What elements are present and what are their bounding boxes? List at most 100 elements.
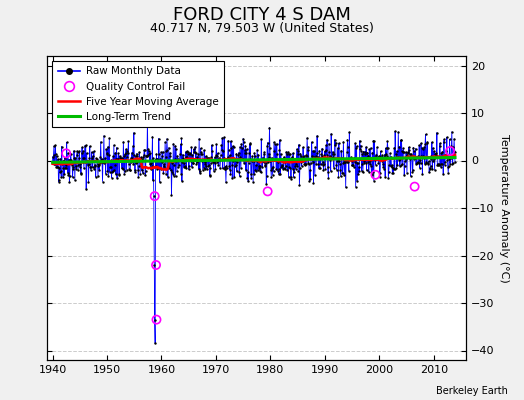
Point xyxy=(179,154,188,161)
Point xyxy=(323,164,332,171)
Point xyxy=(180,164,188,170)
Point xyxy=(386,150,395,156)
Point xyxy=(278,166,287,172)
Point xyxy=(345,129,354,136)
Point xyxy=(343,137,352,143)
Point xyxy=(427,156,435,162)
Point xyxy=(224,147,233,154)
Point xyxy=(238,156,247,163)
Point xyxy=(288,154,297,160)
Point xyxy=(50,143,58,149)
Point xyxy=(422,159,430,165)
Point xyxy=(381,145,390,151)
Point xyxy=(363,150,372,156)
Point xyxy=(306,176,314,182)
Point xyxy=(89,157,97,164)
Point xyxy=(389,166,398,172)
Point xyxy=(424,160,432,166)
Point xyxy=(108,169,117,176)
Point xyxy=(321,166,330,172)
Point xyxy=(140,147,149,153)
Point xyxy=(74,167,82,174)
Point xyxy=(207,154,215,160)
Point xyxy=(109,168,117,174)
Point xyxy=(116,155,124,161)
Point xyxy=(320,152,329,159)
Point xyxy=(381,173,389,180)
Point xyxy=(149,155,158,161)
Point xyxy=(219,148,227,154)
Point xyxy=(215,156,224,162)
Point xyxy=(373,156,381,162)
Point xyxy=(78,144,86,151)
Point xyxy=(370,154,379,160)
Point xyxy=(120,170,128,177)
Point xyxy=(447,142,455,149)
Point xyxy=(422,160,431,166)
Point xyxy=(374,160,383,166)
Point xyxy=(367,170,376,177)
Point xyxy=(181,164,189,170)
Point xyxy=(229,158,237,165)
Point xyxy=(170,156,179,163)
Point xyxy=(311,144,320,151)
Point xyxy=(366,158,374,164)
Point xyxy=(342,156,351,163)
Point xyxy=(62,165,70,171)
Point xyxy=(352,144,361,151)
Point xyxy=(179,151,187,158)
Point xyxy=(138,156,146,163)
Point xyxy=(112,144,121,151)
Point xyxy=(398,148,406,154)
Point xyxy=(118,155,127,162)
Point xyxy=(333,156,342,162)
Point xyxy=(366,145,375,151)
Point xyxy=(325,157,334,163)
Point xyxy=(231,163,239,170)
Point xyxy=(394,129,402,135)
Point xyxy=(54,179,63,185)
Point xyxy=(423,161,432,167)
Point xyxy=(126,166,134,173)
Point xyxy=(96,138,105,145)
Point xyxy=(420,144,428,150)
Point xyxy=(168,160,177,167)
Point xyxy=(76,160,84,167)
Point xyxy=(425,169,433,176)
Point xyxy=(408,169,417,175)
Point xyxy=(237,156,246,162)
Point xyxy=(363,149,371,156)
Point xyxy=(192,161,201,167)
Point xyxy=(276,137,284,143)
Point xyxy=(117,154,125,161)
Point xyxy=(386,163,395,170)
Point xyxy=(186,151,194,158)
Point xyxy=(304,144,313,150)
Point xyxy=(137,154,145,160)
Point xyxy=(423,139,432,145)
Point xyxy=(184,166,193,172)
Point xyxy=(97,156,105,163)
Point xyxy=(232,150,241,157)
Point xyxy=(292,160,300,167)
Point xyxy=(154,164,162,171)
Point xyxy=(413,160,421,166)
Point xyxy=(248,157,257,164)
Point xyxy=(122,146,130,152)
Point xyxy=(336,173,345,180)
Point xyxy=(418,144,426,151)
Point xyxy=(237,141,246,147)
Point xyxy=(159,149,167,155)
Point xyxy=(371,157,379,163)
Point xyxy=(295,141,303,148)
Point xyxy=(424,158,433,164)
Point xyxy=(433,162,442,168)
Point xyxy=(395,156,403,163)
Point xyxy=(425,165,434,171)
Point xyxy=(205,172,214,179)
Point xyxy=(291,163,299,170)
Point xyxy=(236,154,245,160)
Point xyxy=(250,150,259,156)
Point xyxy=(361,151,369,158)
Point xyxy=(365,146,374,152)
